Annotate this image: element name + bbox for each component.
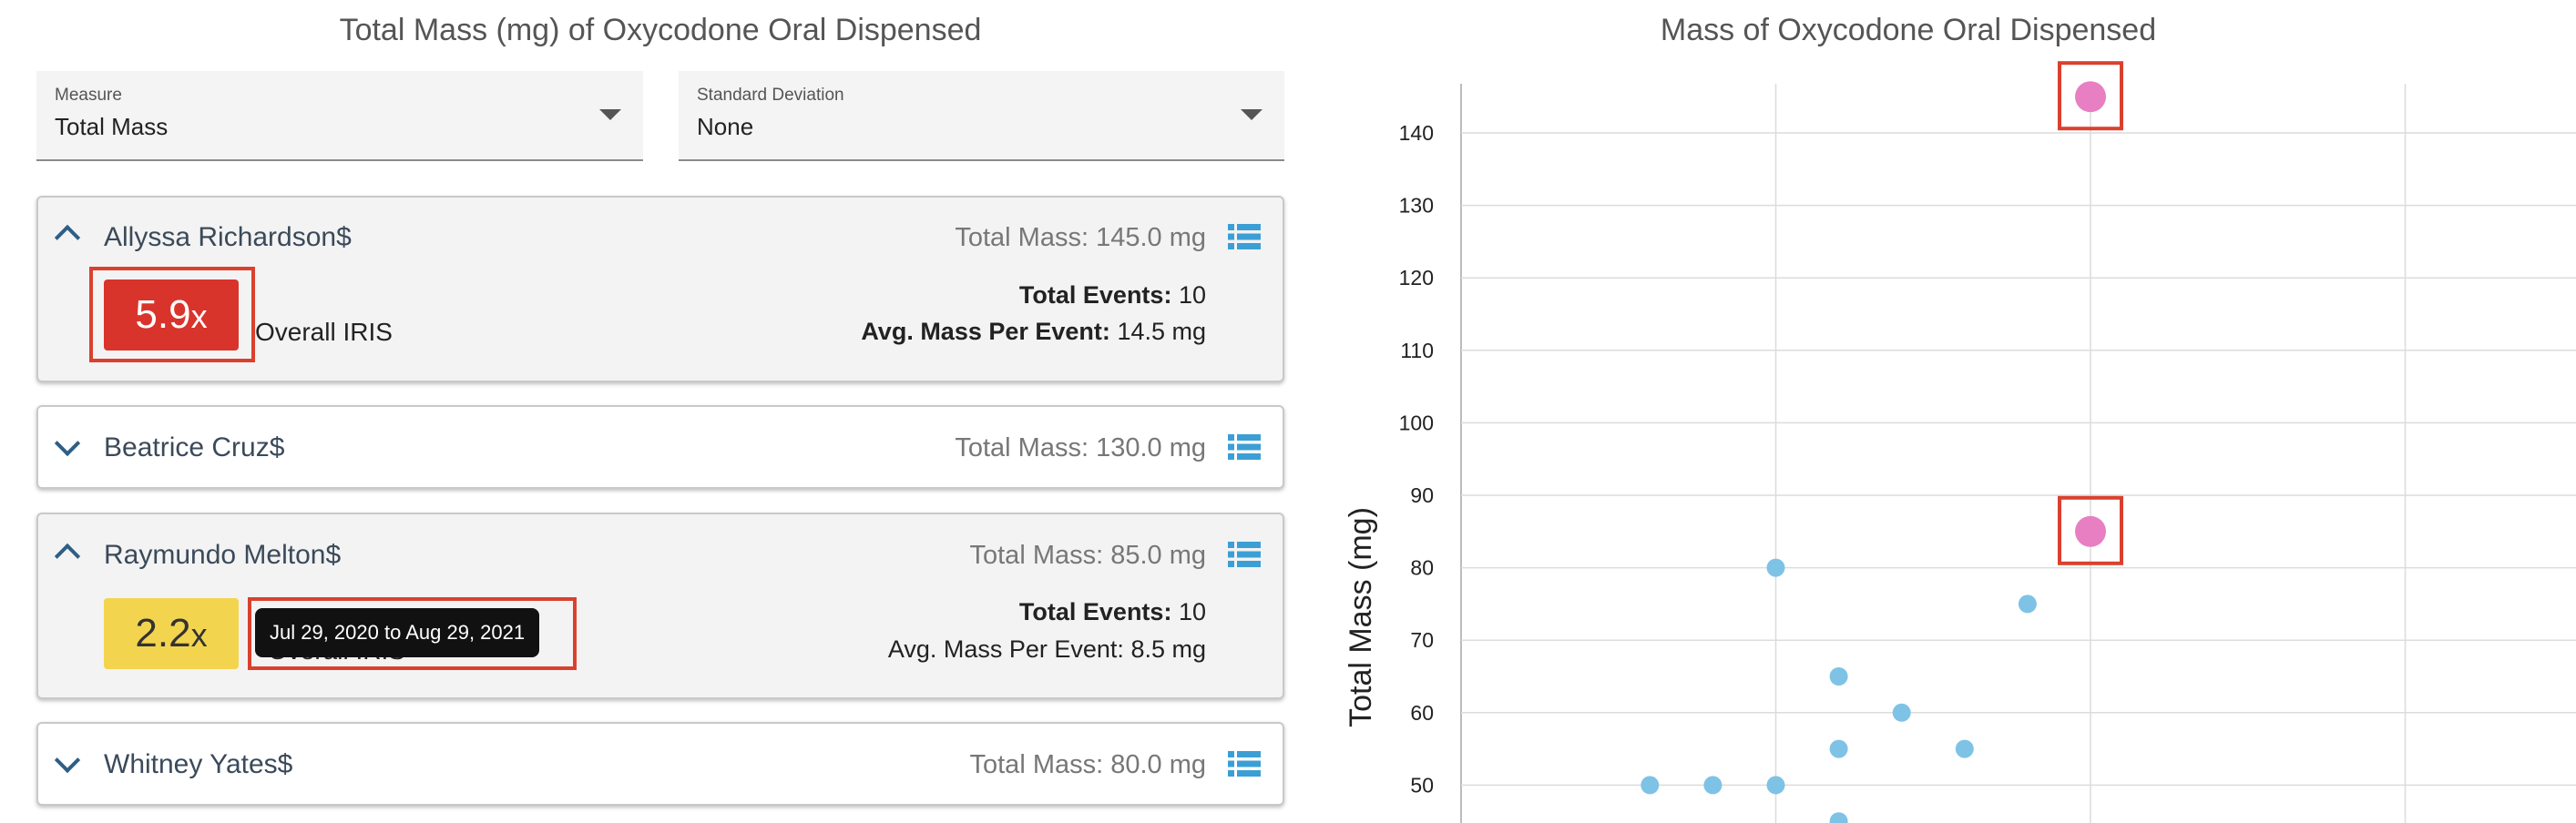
highlight-box — [89, 267, 255, 362]
data-point[interactable] — [1766, 776, 1785, 795]
iris-badge-value: 2.2 — [135, 611, 191, 655]
avg-mass-value: 8.5 mg — [1130, 635, 1206, 663]
highlight-box — [248, 597, 577, 670]
date-range-tooltip: Jul 29, 2020 to Aug 29, 2021 — [255, 608, 540, 657]
iris-label: Overall IRIS — [255, 318, 393, 346]
iris-badge-value: 5.9 — [135, 292, 191, 337]
total-mass: Total Mass: 145.0 mg — [955, 223, 1206, 252]
highlight-box — [2058, 61, 2123, 131]
highlight-box — [2058, 495, 2123, 565]
std-dev-select-value: None — [697, 113, 754, 140]
patient-name[interactable]: Raymundo Melton$ — [104, 540, 342, 570]
y-tick-label: 110 — [1400, 339, 1434, 362]
chart-title: Mass of Oxycodone Oral Dispensed — [1660, 13, 2157, 47]
total-events-value: 10 — [1178, 598, 1206, 625]
patient-name[interactable]: Whitney Yates$ — [104, 749, 293, 779]
total-mass: Total Mass: 85.0 mg — [969, 541, 1207, 570]
highlighted-data-point[interactable] — [2075, 81, 2106, 113]
list-view-icon[interactable] — [1228, 750, 1261, 777]
data-point[interactable] — [1829, 667, 1848, 686]
avg-mass: Avg. Mass Per Event: 14.5 mg — [861, 318, 1206, 346]
patient-card: Beatrice Cruz$ Total Mass: 130.0 mg — [36, 405, 1284, 489]
data-point[interactable] — [1892, 703, 1911, 722]
avg-mass-label: Avg. Mass Per Event: — [861, 318, 1110, 345]
iris-badge: 2.2x — [104, 598, 239, 669]
list-view-icon[interactable] — [1228, 223, 1261, 250]
patient-card: Raymundo Melton$ Total Mass: 85.0 mg 2.2… — [36, 513, 1284, 699]
total-mass: Total Mass: 130.0 mg — [955, 433, 1206, 462]
y-tick-label: 70 — [1410, 628, 1434, 652]
total-events-value: 10 — [1178, 281, 1206, 309]
chevron-up-icon[interactable] — [54, 543, 81, 570]
caret-down-icon — [599, 109, 621, 120]
y-tick-label: 60 — [1410, 701, 1434, 725]
y-tick-label: 100 — [1399, 411, 1434, 434]
chevron-down-icon[interactable] — [54, 747, 81, 774]
data-point[interactable] — [1829, 812, 1848, 823]
y-tick-label: 90 — [1410, 483, 1434, 507]
std-dev-select[interactable]: Standard Deviation None — [679, 71, 1284, 161]
scatter-chart: 50 60 70 80 90 100 110 120 130 140 Total Mass (mg… — [1344, 61, 2576, 823]
highlighted-data-point[interactable] — [2075, 515, 2106, 547]
total-mass: Total Mass: 80.0 mg — [969, 750, 1207, 779]
patient-name[interactable]: Beatrice Cruz$ — [104, 432, 285, 462]
measure-select-label: Measure — [55, 86, 122, 105]
data-point[interactable] — [2018, 594, 2037, 614]
data-point[interactable] — [1955, 739, 1974, 758]
avg-mass: Avg. Mass Per Event: 8.5 mg — [888, 635, 1206, 664]
iris-badge-suffix: x — [190, 616, 208, 654]
measure-select-value: Total Mass — [55, 113, 169, 140]
y-tick-label: 140 — [1399, 121, 1434, 145]
mass-list-panel: Total Mass (mg) of Oxycodone Oral Dispen… — [36, 13, 1284, 806]
std-dev-select-label: Standard Deviation — [697, 86, 844, 105]
scatter-chart-panel: Mass of Oxycodone Oral Dispensed 50 60 70 8… — [1321, 0, 2576, 823]
caret-down-icon — [1241, 109, 1262, 120]
list-view-icon[interactable] — [1228, 433, 1261, 461]
chevron-up-icon[interactable] — [54, 224, 81, 251]
patient-card: Allyssa Richardson$ Total Mass: 145.0 mg… — [36, 196, 1284, 382]
iris-badge-suffix: x — [190, 298, 208, 335]
measure-select[interactable]: Measure Total Mass — [36, 71, 643, 161]
avg-mass-value: 14.5 mg — [1117, 318, 1206, 345]
patient-card: Whitney Yates$ Total Mass: 80.0 mg — [36, 722, 1284, 806]
panel-title: Total Mass (mg) of Oxycodone Oral Dispen… — [339, 13, 982, 47]
total-events-label: Total Events: — [1018, 281, 1172, 309]
avg-mass-label: Avg. Mass Per Event: — [887, 635, 1124, 663]
total-events: Total Events: 10 — [1019, 598, 1206, 626]
data-point[interactable] — [1766, 558, 1785, 577]
iris-badge: 5.9x — [104, 279, 239, 351]
list-view-icon[interactable] — [1228, 541, 1261, 568]
data-point[interactable] — [1703, 776, 1722, 795]
y-tick-label: 80 — [1410, 556, 1434, 580]
patient-name[interactable]: Allyssa Richardson$ — [104, 222, 352, 252]
data-point[interactable] — [1641, 776, 1660, 795]
y-tick-label: 50 — [1410, 773, 1434, 797]
y-tick-label: 120 — [1399, 266, 1434, 290]
data-point[interactable] — [1829, 739, 1848, 758]
total-events: Total Events: 10 — [1019, 281, 1206, 310]
y-axis-label: Total Mass (mg) — [1344, 507, 1378, 727]
total-events-label: Total Events: — [1018, 598, 1172, 625]
y-tick-label: 130 — [1399, 194, 1434, 218]
chevron-down-icon[interactable] — [54, 430, 81, 457]
